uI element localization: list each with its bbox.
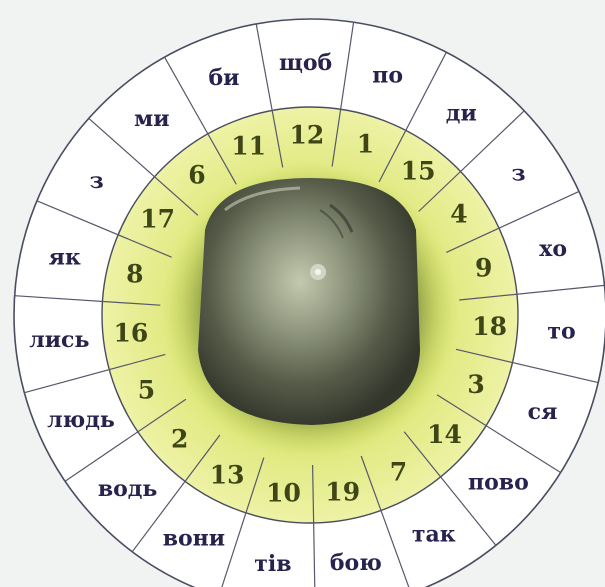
segment-divider — [36, 200, 172, 258]
segment-syllable: то — [547, 318, 575, 344]
segment-divider — [88, 117, 199, 216]
segment-syllable: як — [49, 244, 81, 270]
segment-syllable: ми — [134, 106, 169, 132]
segment-divider — [255, 23, 284, 168]
segment-number: 6 — [188, 160, 205, 189]
segment-divider — [64, 398, 187, 482]
segment-syllable: з — [90, 168, 104, 194]
segment-syllable: щоб — [279, 50, 332, 76]
segment-number: 3 — [467, 370, 484, 399]
segment-divider — [14, 295, 161, 306]
segment-divider — [403, 431, 497, 546]
segment-divider — [164, 56, 237, 185]
segment-number: 2 — [171, 425, 188, 454]
segment-number: 19 — [325, 478, 360, 507]
segment-syllable: пово — [468, 469, 529, 495]
segment-divider — [331, 22, 355, 167]
segment-number: 11 — [231, 131, 266, 160]
segment-syllable: ди — [446, 101, 477, 127]
segment-divider — [436, 394, 561, 474]
segment-number: 15 — [401, 157, 436, 186]
segment-number: 13 — [210, 460, 245, 489]
segment-divider — [131, 434, 221, 553]
segment-syllable: лись — [29, 327, 89, 353]
segment-divider — [378, 52, 447, 183]
segment-number: 10 — [266, 479, 301, 508]
segment-syllable: з — [511, 161, 525, 187]
segment-number: 12 — [290, 121, 325, 150]
segment-number: 1 — [357, 129, 374, 158]
segment-number: 9 — [475, 253, 492, 282]
segment-divider — [446, 190, 580, 253]
segment-number: 4 — [450, 199, 467, 228]
segment-syllable: вони — [163, 526, 225, 552]
segment-number: 8 — [126, 259, 143, 288]
spoke-lines — [14, 22, 605, 587]
segment-syllable: тів — [254, 551, 291, 577]
segment-divider — [360, 455, 410, 587]
number-labels: 12 1 15 49 18 314 7 19 10 13 25 16 8 17 6 11 — [114, 121, 507, 508]
segment-syllable: ся — [528, 399, 558, 425]
segment-number: 7 — [390, 457, 407, 486]
segment-number: 14 — [427, 420, 462, 449]
segment-syllable: так — [412, 522, 456, 548]
segment-syllable: бою — [330, 550, 382, 576]
center-disk — [198, 178, 420, 425]
segment-divider — [221, 457, 265, 587]
segment-number: 18 — [472, 312, 507, 341]
inner-ring-border — [101, 106, 519, 524]
segment-syllable: хо — [539, 236, 567, 262]
segment-divider — [24, 353, 166, 394]
segment-divider — [455, 348, 599, 384]
segment-number: 17 — [140, 205, 175, 234]
segment-syllable: би — [209, 65, 240, 91]
segment-syllable: по — [372, 62, 403, 88]
segment-number: 5 — [138, 376, 155, 405]
segment-syllable: водь — [98, 476, 158, 502]
outer-ring-border — [13, 18, 605, 587]
segment-divider — [459, 284, 605, 301]
segment-syllable: людь — [47, 407, 115, 433]
segment-divider — [418, 110, 525, 212]
segment-number: 16 — [114, 319, 149, 348]
